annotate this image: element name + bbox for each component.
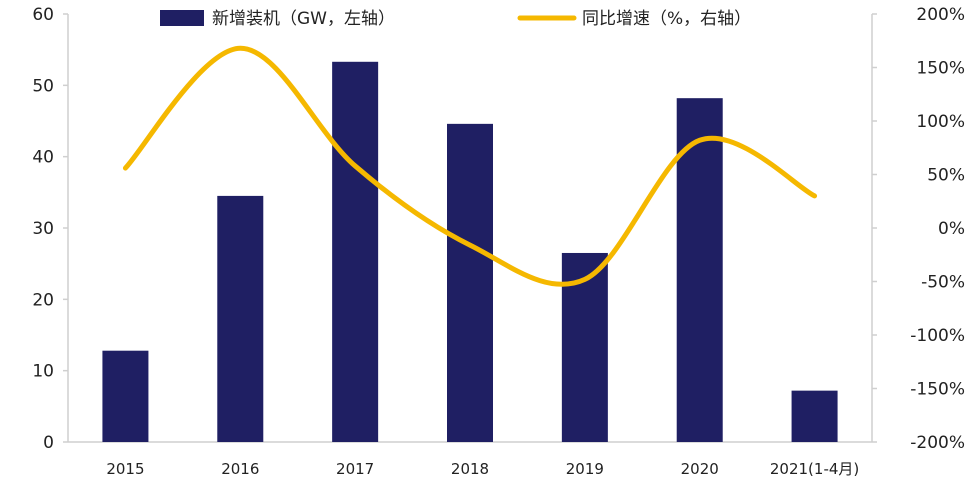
left-tick-label: 50	[32, 76, 54, 96]
axes: 0 10 20 30 40 50 60 -200% -150% -100% -50% 0% 50% 100…	[32, 5, 965, 478]
left-tick-label: 60	[32, 5, 54, 25]
left-tick-label: 10	[32, 362, 54, 382]
right-tick-label: 0%	[938, 219, 965, 239]
x-tick-label: 2021(1-4月)	[770, 460, 859, 478]
right-tick-label: 200%	[916, 5, 965, 25]
bar	[217, 195, 264, 442]
left-tick-label: 40	[32, 148, 54, 168]
x-tick-label: 2020	[681, 460, 719, 478]
legend-bar-label: 新增装机（GW，左轴）	[212, 9, 395, 29]
bar-series	[102, 61, 838, 442]
right-tick-label: -100%	[910, 326, 965, 346]
bar	[332, 61, 379, 442]
right-tick-label: 150%	[916, 59, 965, 79]
bar	[447, 123, 493, 442]
bar	[791, 390, 838, 442]
right-tick-label: -50%	[921, 273, 965, 293]
x-tick-label: 2018	[451, 460, 489, 478]
line-series	[122, 45, 818, 287]
right-tick-label: 100%	[916, 112, 965, 132]
bar	[676, 98, 723, 442]
growth-line	[122, 45, 818, 287]
right-tick-label: -150%	[910, 380, 965, 400]
x-tick-label: 2016	[221, 460, 259, 478]
legend-bar-swatch	[160, 10, 204, 26]
x-tick-label: 2017	[336, 460, 374, 478]
left-tick-label: 20	[32, 290, 54, 310]
bar	[102, 350, 149, 442]
legend: 新增装机（GW，左轴） 同比增速（%，右轴）	[160, 9, 751, 29]
left-tick-label: 0	[43, 433, 54, 453]
legend-line-label: 同比增速（%，右轴）	[582, 9, 751, 29]
right-tick-label: -200%	[910, 433, 965, 453]
x-tick-label: 2015	[106, 460, 144, 478]
x-tick-label: 2019	[566, 460, 604, 478]
right-tick-label: 50%	[927, 166, 965, 186]
left-tick-label: 30	[32, 219, 54, 239]
